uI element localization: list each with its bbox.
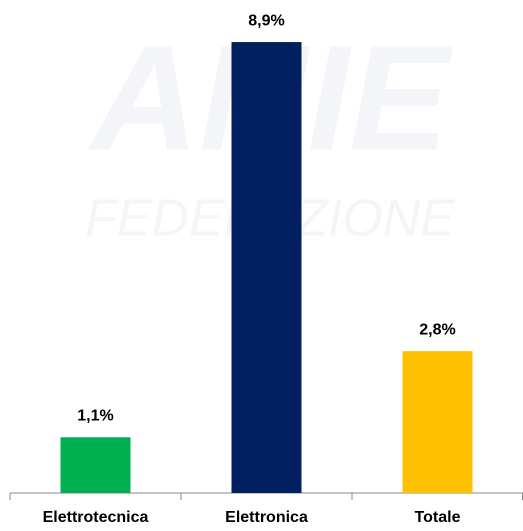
x-tick-label: Totale bbox=[415, 509, 461, 526]
value-label: 1,1% bbox=[77, 407, 113, 424]
bar bbox=[60, 437, 131, 493]
x-tick-label: Elettronica bbox=[225, 509, 308, 526]
value-label: 2,8% bbox=[419, 321, 455, 338]
bar bbox=[231, 42, 302, 494]
bar bbox=[402, 351, 473, 493]
value-label: 8,9% bbox=[248, 12, 284, 29]
x-tick-label: Elettrotecnica bbox=[43, 509, 149, 526]
